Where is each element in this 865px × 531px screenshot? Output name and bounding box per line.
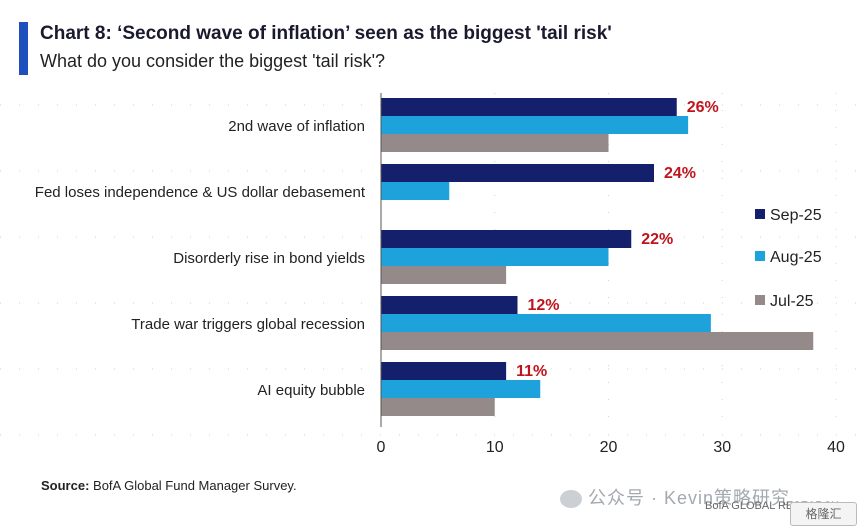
watermark: 公众号 · Kevin策略研究 (560, 484, 790, 510)
data-label: 24% (664, 165, 696, 182)
data-label: 26% (687, 99, 719, 116)
legend-swatch (755, 295, 765, 305)
chart-subtitle: What do you consider the biggest 'tail r… (40, 51, 386, 71)
bar-sep-25 (381, 296, 518, 314)
x-tick-label: 0 (377, 439, 386, 456)
legend-label: Sep-25 (770, 207, 822, 224)
legend-swatch (755, 209, 765, 219)
category-label: Trade war triggers global recession (131, 316, 365, 333)
bar-sep-25 (381, 230, 632, 248)
chart-title: Chart 8: ‘Second wave of inflation’ seen… (40, 23, 612, 44)
category-label: Disorderly rise in bond yields (173, 250, 365, 267)
source-text: BofA Global Fund Manager Survey. (93, 478, 297, 493)
bar-aug-25 (381, 182, 450, 200)
category-label: AI equity bubble (257, 382, 365, 399)
category-label: Fed loses independence & US dollar debas… (35, 184, 366, 201)
data-label: 12% (528, 297, 560, 314)
bar-jul-25 (381, 266, 507, 284)
bar-sep-25 (381, 164, 654, 182)
data-label: 11% (516, 363, 547, 380)
bar-jul-25 (381, 332, 814, 350)
x-tick-label: 10 (486, 439, 504, 456)
bar-sep-25 (381, 98, 677, 116)
wechat-icon (560, 490, 582, 509)
x-tick-label: 30 (713, 439, 731, 456)
bar-aug-25 (381, 116, 689, 134)
bar-sep-25 (381, 362, 507, 380)
title-accent-bar (19, 22, 28, 75)
bar-aug-25 (381, 248, 609, 266)
badge: 格隆汇 (790, 502, 857, 526)
legend-swatch (755, 251, 765, 261)
bar-aug-25 (381, 380, 541, 398)
data-label: 22% (641, 231, 673, 248)
category-label: 2nd wave of inflation (228, 118, 365, 135)
legend-label: Jul-25 (770, 293, 814, 310)
watermark-text: 公众号 · Kevin策略研究 (588, 488, 791, 508)
bar-jul-25 (381, 398, 495, 416)
legend-label: Aug-25 (770, 249, 822, 266)
bar-aug-25 (381, 314, 711, 332)
x-tick-label: 40 (827, 439, 845, 456)
x-tick-label: 20 (600, 439, 618, 456)
source-note: Source: BofA Global Fund Manager Survey. (41, 478, 297, 493)
bar-jul-25 (381, 134, 609, 152)
source-label: Source: (41, 478, 90, 493)
